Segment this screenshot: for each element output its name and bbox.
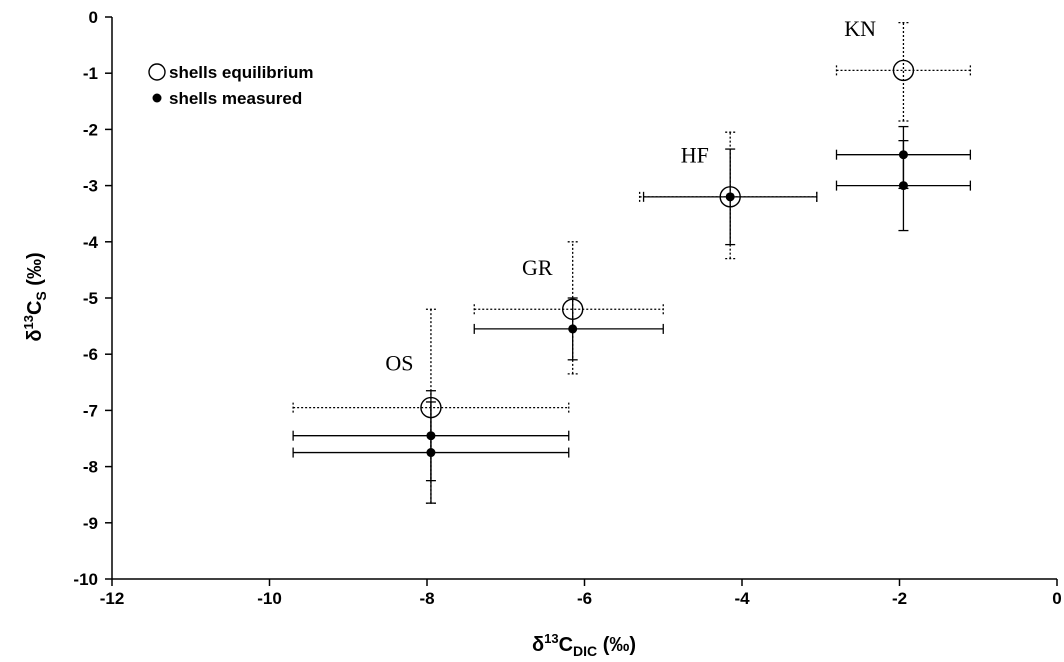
y-tick-label: -2 [83,120,98,139]
measured-point [568,324,578,334]
legend-filled-dot-marker [152,93,162,103]
site-label: OS [385,351,413,376]
x-axis-title: δ13CDIC (‰) [532,631,636,659]
data-points [420,59,915,458]
error-bars [292,21,972,504]
equilibrium-point [420,396,442,419]
legend-label: shells equilibrium [169,63,314,82]
y-axis-ticks: 0 -1 -2 -3 -4 -5 -6 -7 -8 -9 -10 [73,8,112,589]
y-tick-label: -10 [73,570,98,589]
y-tick-label: -3 [83,177,98,196]
y-tick-label: -9 [83,514,98,533]
legend-label: shells measured [169,89,302,108]
x-tick-label: -2 [892,589,907,608]
equilibrium-point [561,298,584,320]
x-tick-label: -10 [257,589,282,608]
x-tick-label: -12 [100,589,125,608]
x-axis-ticks: -12 -10 -8 -6 -4 -2 0 [100,579,1062,608]
x-tick-label: -6 [577,589,592,608]
y-tick-label: -1 [83,64,98,83]
site-label: HF [681,143,709,168]
y-axis-title: δ13CS (‰) [21,252,49,341]
site-labels: OS GR HF KN [385,16,876,375]
site-label: KN [844,16,876,41]
measured-point [898,150,908,160]
y-tick-label: -6 [83,345,98,364]
x-tick-label: -8 [419,589,434,608]
measured-point [725,192,735,202]
y-tick-label: -5 [83,289,98,308]
measured-point [426,448,436,458]
legend-open-circle-marker [148,63,166,81]
measured-point [426,431,436,441]
legend: shells equilibrium shells measured [148,63,314,108]
y-tick-label: 0 [89,8,98,27]
x-tick-label: 0 [1052,589,1061,608]
y-tick-label: -7 [83,401,98,420]
equilibrium-point [892,59,915,82]
x-tick-label: -4 [734,589,750,608]
measured-point [898,181,908,191]
equilibrium-point [719,186,741,208]
y-tick-label: -8 [83,458,98,477]
site-label: GR [522,255,553,280]
y-tick-label: -4 [83,233,99,252]
